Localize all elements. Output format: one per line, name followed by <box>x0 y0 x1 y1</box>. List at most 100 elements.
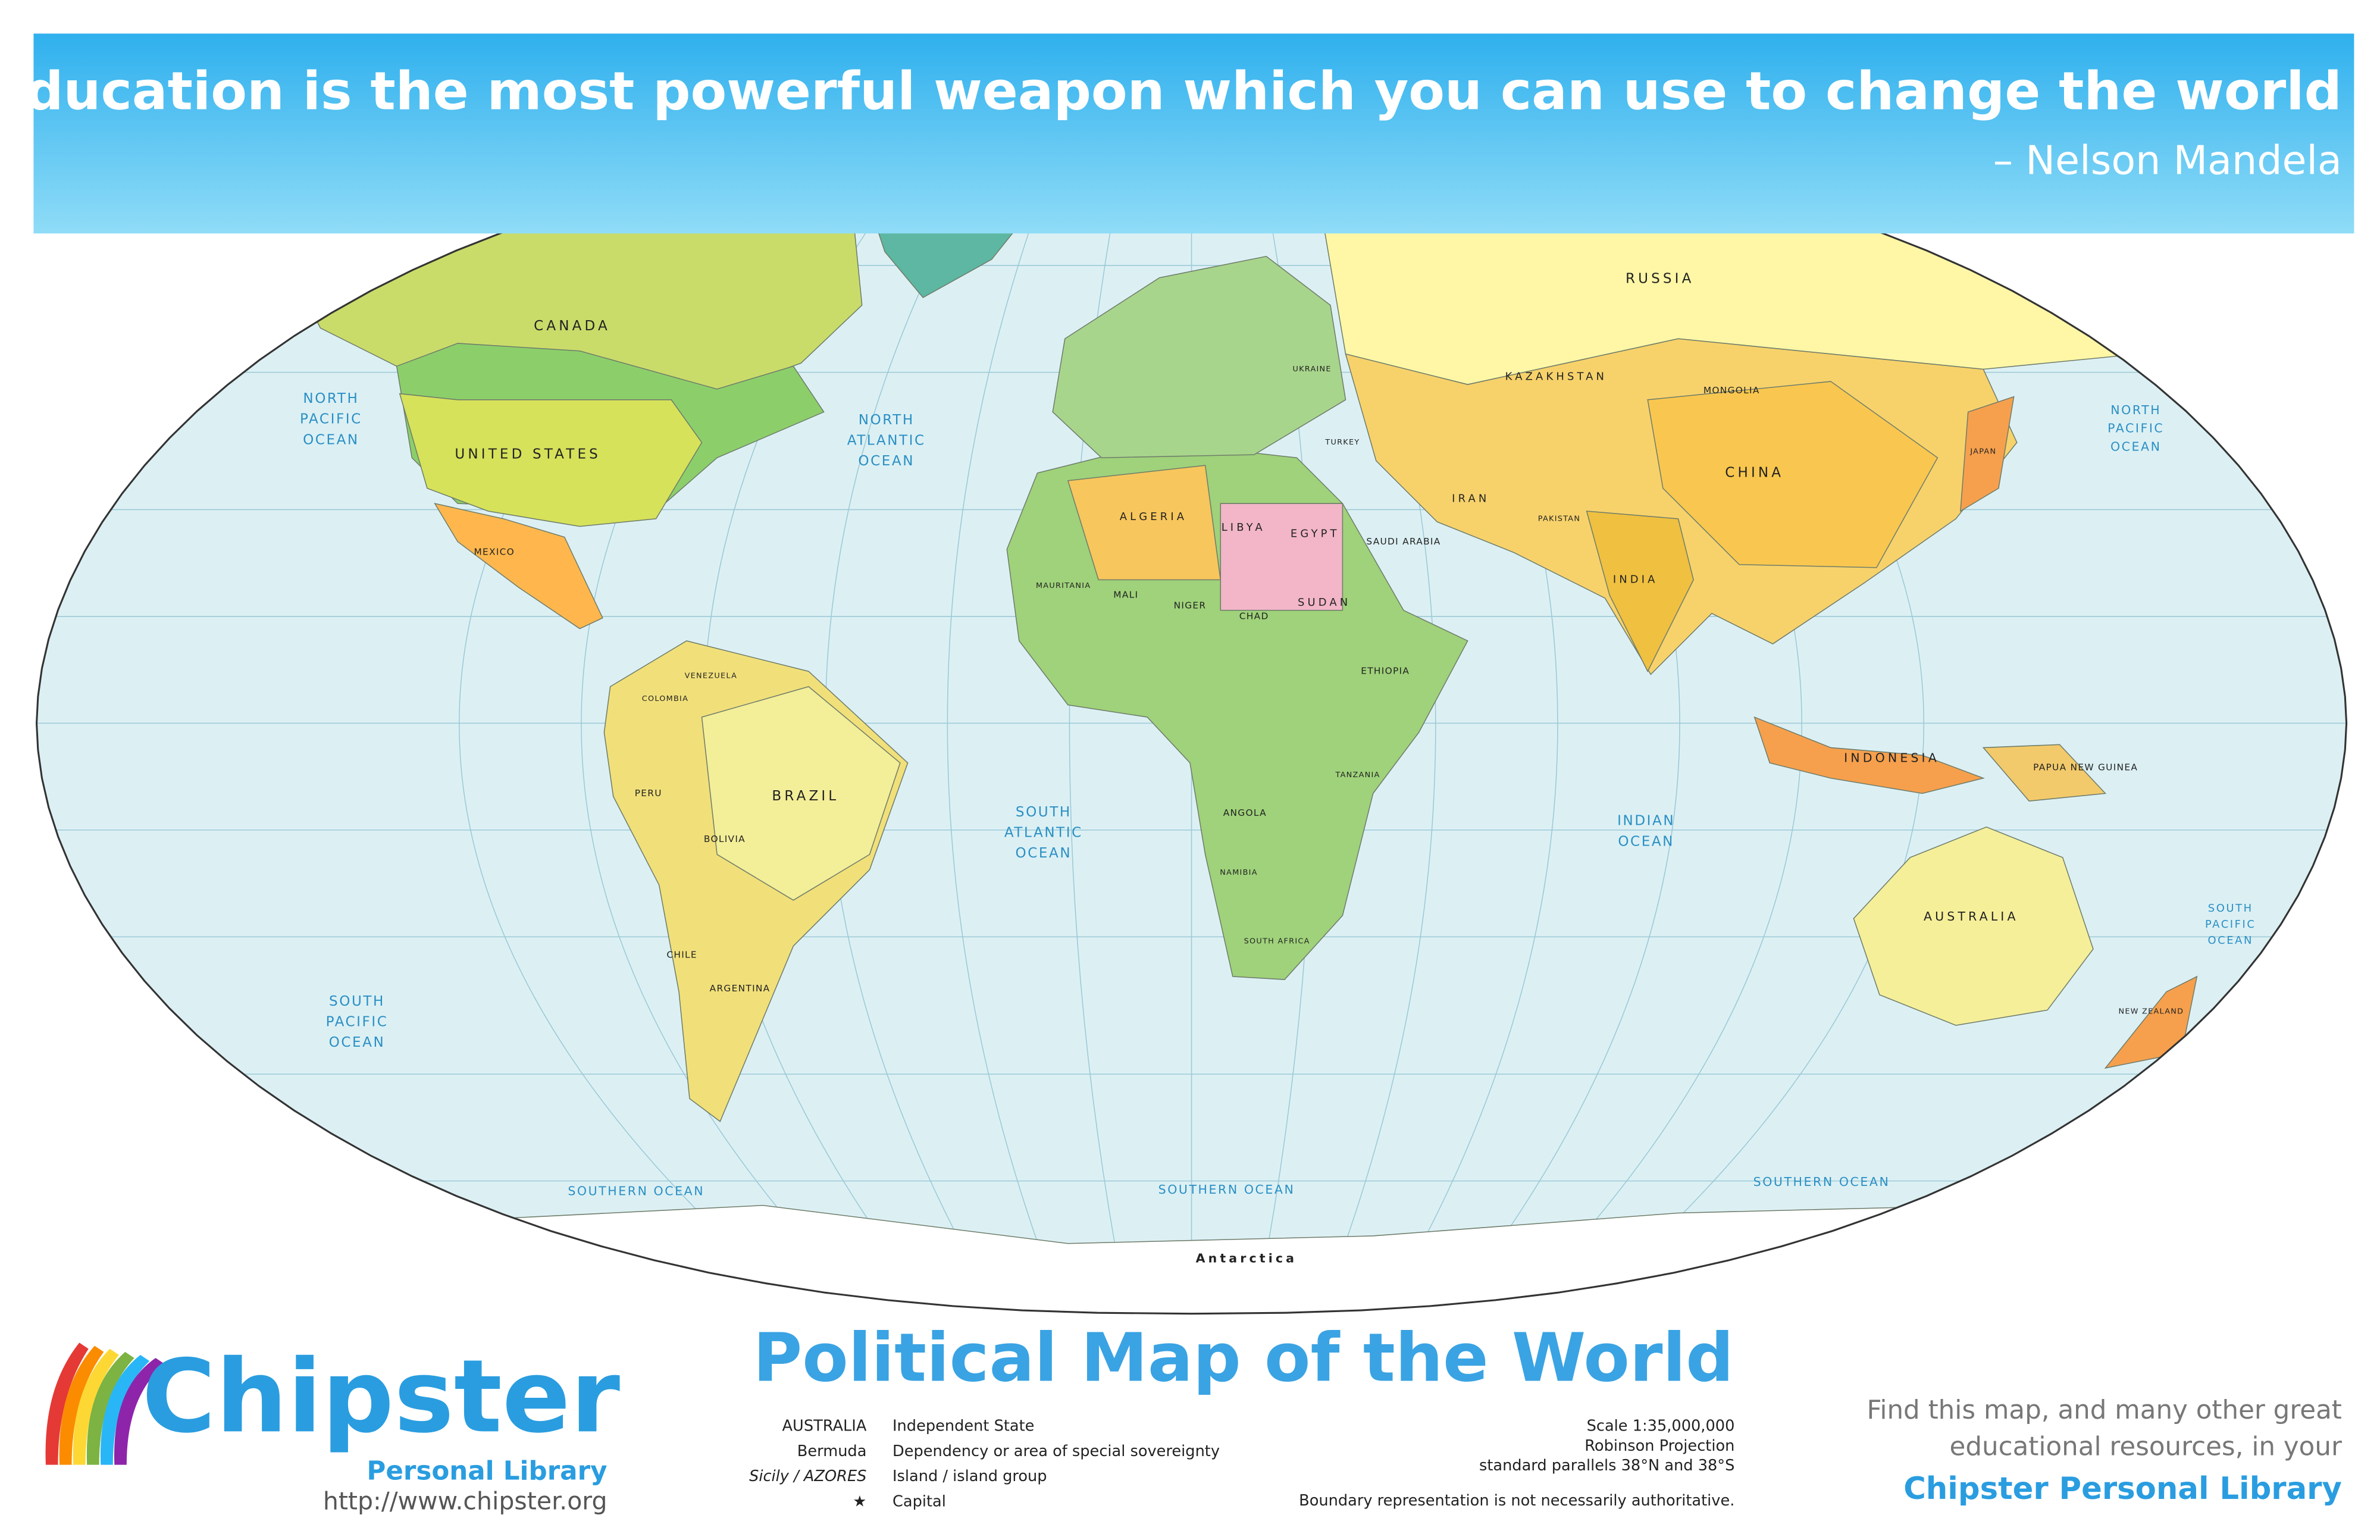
legend-desc: Independent State <box>892 1417 1034 1435</box>
country-label: CANADA <box>534 318 610 334</box>
promo-line: educational resources, in your <box>1950 1432 2342 1461</box>
legend-desc: Dependency or area of special sovereignt… <box>892 1442 1220 1460</box>
land-area <box>1753 716 1985 794</box>
country-label: SAUDI ARABIA <box>1366 536 1440 547</box>
country-label: ANGOLA <box>1223 807 1267 818</box>
country-label: UKRAINE <box>1292 365 1331 374</box>
ocean-label: NORTH <box>859 412 915 428</box>
ocean-label: OCEAN <box>329 1035 386 1050</box>
quote-author: – Nelson Mandela <box>1993 137 2342 183</box>
logo-stripe <box>86 1351 134 1465</box>
country-label: NAMIBIA <box>1220 868 1258 877</box>
ocean-label: ATLANTIC <box>847 433 926 449</box>
promo-line: Chipster Personal Library <box>1903 1471 2342 1507</box>
land-area <box>1052 255 1346 459</box>
legend-term: Sicily / AZORES <box>749 1467 866 1485</box>
logo-stripe <box>45 1342 89 1465</box>
brand-url: http://www.chipster.org <box>323 1487 607 1516</box>
country-label: PERU <box>635 788 662 799</box>
ocean-label: SOUTH <box>329 994 385 1009</box>
land-area <box>434 503 603 630</box>
ocean-label: PACIFIC <box>326 1014 389 1029</box>
country-label: ETHIOPIA <box>1361 666 1410 677</box>
country-label: MAURITANIA <box>1036 581 1091 590</box>
country-label: RUSSIA <box>1626 271 1695 287</box>
ocean-label: ATLANTIC <box>1004 825 1083 841</box>
scale-note: Robinson Projection <box>1584 1437 1734 1455</box>
ocean-label: OCEAN <box>1618 834 1674 849</box>
land-area <box>1959 396 2015 512</box>
logo-stripe <box>59 1345 104 1465</box>
country-label: NEW ZEALAND <box>2118 1007 2184 1016</box>
country-label: CHILE <box>666 950 697 960</box>
ocean-label: OCEAN <box>1016 846 1072 861</box>
country-label: Antarctica <box>1196 1251 1297 1265</box>
quote-banner <box>33 33 2354 234</box>
land-area <box>1982 744 2107 802</box>
quote: Education is the most powerful weapon wh… <box>0 60 2342 121</box>
meridian-line <box>947 133 1070 1314</box>
country-label: INDONESIA <box>1844 750 1940 765</box>
country-label: CHINA <box>1725 465 1784 480</box>
country-label: ARGENTINA <box>710 983 771 994</box>
logo-stripe <box>100 1354 150 1465</box>
legend-desc: Island / island group <box>892 1467 1047 1485</box>
ocean-label: PACIFIC <box>300 412 362 427</box>
land-area <box>1853 826 2094 1026</box>
ocean-label: SOUTHERN OCEAN <box>1158 1182 1295 1197</box>
logo-stripe <box>114 1358 165 1465</box>
country-label: NIGER <box>1174 600 1207 611</box>
land-area <box>1586 511 1694 672</box>
land-area <box>399 393 703 527</box>
country-label: CHAD <box>1239 611 1269 621</box>
country-label: JAPAN <box>1969 447 1996 456</box>
logo-stripe <box>73 1348 119 1465</box>
poster-title: Political Map of the World <box>753 1319 1734 1397</box>
ocean-label: OCEAN <box>303 432 359 447</box>
legend-desc: Capital <box>892 1492 946 1510</box>
country-label: BRAZIL <box>772 788 839 804</box>
country-label: AUSTRALIA <box>1924 909 2019 924</box>
ocean-label: SOUTH <box>2208 902 2253 915</box>
country-label: SOUTH AFRICA <box>1244 937 1310 946</box>
ocean-label: OCEAN <box>2207 934 2253 947</box>
country-label: PAPUA NEW GUINEA <box>2033 762 2138 772</box>
meridian-line <box>1069 133 1131 1314</box>
country-label: MONGOLIA <box>1703 385 1760 396</box>
ocean-label: SOUTHERN OCEAN <box>1753 1175 1890 1189</box>
land-area <box>1220 503 1344 611</box>
country-label: COLOMBIA <box>642 694 688 703</box>
country-label: MALI <box>1113 590 1138 600</box>
ocean-label: OCEAN <box>2110 439 2162 453</box>
country-label: VENEZUELA <box>685 671 738 680</box>
country-label: BOLIVIA <box>704 834 746 844</box>
legend-term: ★ <box>853 1492 866 1510</box>
scale-note: Boundary representation is not necessari… <box>1299 1492 1734 1510</box>
country-label: ALGERIA <box>1120 511 1187 523</box>
country-label: SUDAN <box>1298 596 1351 609</box>
country-label: TANZANIA <box>1335 771 1380 780</box>
country-label: INDIA <box>1613 573 1658 586</box>
country-label: IRAN <box>1452 492 1489 505</box>
country-label: LIBYA <box>1222 521 1266 534</box>
country-label: PAKISTAN <box>1538 514 1580 523</box>
country-label: TURKEY <box>1324 438 1360 447</box>
country-label: EGYPT <box>1291 527 1340 540</box>
promo-line: Find this map, and many other great <box>1867 1395 2341 1425</box>
ocean-label: PACIFIC <box>2205 918 2256 931</box>
brand-tagline: Personal Library <box>367 1456 607 1486</box>
ocean-label: NORTH <box>2110 403 2161 417</box>
country-label: MEXICO <box>474 547 515 558</box>
scale-note: standard parallels 38°N and 38°S <box>1479 1457 1734 1475</box>
land-area <box>701 686 901 901</box>
ocean-label: PACIFIC <box>2107 421 2164 436</box>
scale-note: Scale 1:35,000,000 <box>1587 1417 1735 1435</box>
ocean-label: INDIAN <box>1617 813 1675 829</box>
ocean-label: SOUTH <box>1016 805 1072 820</box>
country-label: KAZAKHSTAN <box>1505 370 1607 383</box>
ocean-label: NORTH <box>303 391 359 406</box>
ocean-label: SOUTHERN OCEAN <box>568 1184 704 1198</box>
land-area <box>1647 381 1939 568</box>
